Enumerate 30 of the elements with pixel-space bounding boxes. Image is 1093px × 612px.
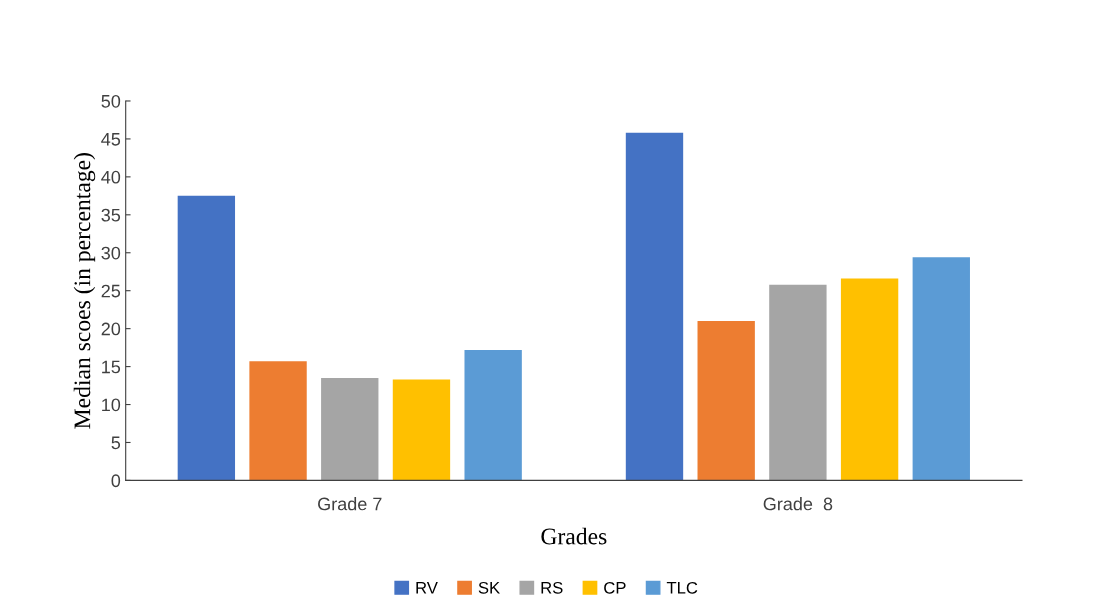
bar [249,361,307,481]
bar [912,257,970,481]
y-tick-label: 40 [101,170,121,184]
y-tick-label: 20 [101,322,121,336]
y-tick-label: 15 [102,360,121,374]
y-tick-label: 0 [111,474,121,488]
x-tick-label: Grade 7 [318,497,382,511]
x-axis-title: Grades [541,527,607,545]
legend-label: RV [416,582,438,594]
legend-label: TLC [666,581,698,594]
bar [769,284,827,481]
y-tick-label: 45 [101,133,121,146]
bar [625,132,684,481]
bar [321,377,379,481]
y-tick-label: 5 [111,436,121,450]
y-tick-label: 50 [101,94,121,108]
bar [177,195,236,481]
legend-label: SK [478,581,500,594]
bar [697,321,755,481]
legend-label: RS [541,581,563,594]
y-tick-label: 25 [101,284,121,298]
y-axis-title: Median scoes (in percentage) [73,153,96,429]
legend-label: CP [604,581,626,594]
bar [392,379,451,481]
x-tick-label: Grade 8 [763,497,833,511]
bar [464,349,522,481]
y-tick-label: 35 [101,208,121,222]
y-tick-label: 10 [102,398,121,412]
bar [840,278,899,481]
y-tick-label: 30 [101,246,121,260]
